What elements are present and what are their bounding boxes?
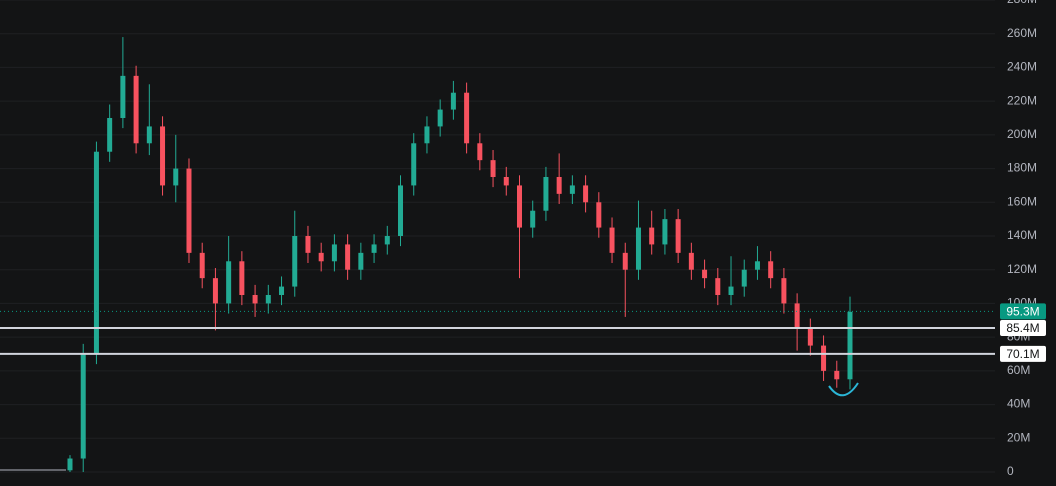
candle-body: [503, 177, 509, 186]
candle-body: [305, 236, 311, 253]
candle-body: [371, 244, 377, 253]
y-tick-label: 140M: [1007, 228, 1037, 242]
candle-body: [252, 295, 258, 304]
candle-body: [556, 177, 562, 194]
candle-body: [583, 185, 589, 203]
candle-body: [569, 185, 575, 194]
candle-body: [450, 92, 456, 110]
candle-body: [794, 303, 800, 329]
candle-body: [635, 227, 641, 270]
candle-body: [358, 252, 364, 270]
candle-body: [702, 269, 708, 279]
candle-body: [688, 252, 694, 270]
y-tick-label: 160M: [1007, 194, 1037, 208]
candle-body: [530, 210, 536, 228]
candle-body: [331, 244, 337, 262]
candle-body: [834, 370, 840, 380]
candle-body: [477, 143, 483, 161]
candle-body: [437, 109, 443, 127]
candle-body: [186, 168, 192, 253]
candle-body: [120, 75, 126, 118]
candle-body: [754, 261, 760, 270]
y-tick-label: 280M: [1007, 0, 1037, 6]
candle-body: [821, 345, 827, 371]
candle-body: [345, 244, 351, 270]
candle-body: [781, 278, 787, 304]
candle-body: [516, 185, 522, 228]
y-tick-label: 20M: [1007, 430, 1030, 444]
candle-body: [173, 168, 179, 186]
candle-body: [728, 286, 734, 295]
candle-body: [464, 92, 470, 144]
candle-body: [543, 177, 549, 211]
y-tick-label: 260M: [1007, 26, 1037, 40]
y-tick-label: 200M: [1007, 127, 1037, 141]
candle-body: [239, 261, 245, 295]
candle-body: [133, 75, 139, 144]
candle-body: [199, 252, 205, 279]
candle-body: [675, 219, 681, 253]
candle-body: [649, 227, 655, 245]
candle-body: [662, 219, 668, 245]
annotation-curve: [828, 382, 859, 397]
y-tick-label: 180M: [1007, 161, 1037, 175]
candle-body: [384, 236, 390, 245]
price-label: 70.1M: [1006, 347, 1039, 361]
candle-body: [609, 227, 615, 253]
candle-body: [490, 160, 496, 177]
candle-body: [279, 286, 285, 295]
y-tick-label: 0: [1007, 464, 1014, 478]
candle-body: [596, 202, 602, 228]
price-label-box: [1000, 345, 1046, 362]
candle-body: [107, 118, 113, 152]
last-price-box: [1000, 303, 1046, 320]
last-price-label: 95.3M: [1006, 305, 1039, 319]
price-label: 85.4M: [1006, 321, 1039, 335]
candle-body: [160, 126, 166, 186]
y-tick-label: 220M: [1007, 93, 1037, 107]
candle-body: [292, 236, 298, 287]
candle-body: [265, 295, 271, 304]
candle-body: [398, 185, 404, 236]
candle-body: [67, 458, 73, 471]
y-tick-label: 40M: [1007, 397, 1030, 411]
candle-body: [318, 252, 324, 262]
candle-body: [146, 126, 152, 144]
candle-body: [807, 328, 813, 346]
candle-body: [80, 354, 86, 459]
candle-body: [424, 126, 430, 144]
price-label-box: [1000, 320, 1046, 337]
candle-body: [226, 261, 232, 304]
y-tick-label: 60M: [1007, 363, 1030, 377]
y-tick-label: 240M: [1007, 60, 1037, 74]
candle-body: [212, 278, 218, 304]
candle-body: [411, 143, 417, 186]
candle-body: [93, 151, 99, 354]
candle-body: [715, 278, 721, 295]
candle-body: [847, 311, 853, 380]
candle-body: [622, 252, 628, 270]
candle-body: [741, 269, 747, 287]
y-tick-label: 120M: [1007, 262, 1037, 276]
candle-body: [768, 261, 774, 279]
